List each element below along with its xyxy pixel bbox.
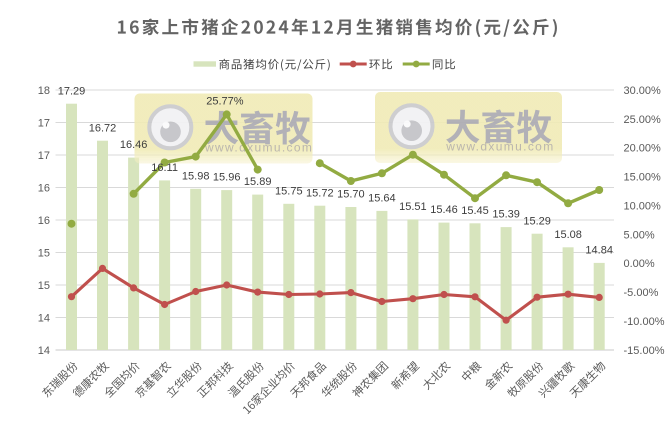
svg-text:15.96: 15.96 [213, 172, 241, 184]
svg-text:5.00%: 5.00% [624, 229, 655, 241]
svg-text:15.89: 15.89 [244, 176, 272, 188]
svg-text:15.45: 15.45 [461, 205, 489, 217]
svg-text:-15.00%: -15.00% [624, 345, 665, 357]
svg-text:16.46: 16.46 [120, 139, 148, 151]
svg-text:10.00%: 10.00% [624, 201, 662, 213]
svg-text:14.84: 14.84 [585, 245, 613, 257]
svg-text:15.29: 15.29 [523, 215, 551, 227]
svg-text:15.64: 15.64 [368, 193, 396, 205]
svg-text:14: 14 [38, 345, 50, 357]
svg-text:17.29: 17.29 [58, 85, 86, 97]
svg-text:16.72: 16.72 [89, 122, 117, 134]
svg-text:-5.00%: -5.00% [624, 287, 659, 299]
svg-text:15.72: 15.72 [306, 187, 334, 199]
svg-text:16: 16 [38, 182, 50, 194]
svg-text:17: 17 [38, 117, 50, 129]
svg-text:15.75: 15.75 [275, 185, 303, 197]
svg-text:18: 18 [38, 85, 50, 97]
svg-text:www.dxumu.com: www.dxumu.com [445, 139, 554, 153]
svg-text:16.11: 16.11 [151, 162, 178, 174]
svg-text:www.dxumu.com: www.dxumu.com [204, 141, 313, 155]
svg-text:30.00%: 30.00% [624, 85, 662, 97]
svg-text:15: 15 [38, 280, 50, 292]
svg-text:15.98: 15.98 [182, 170, 210, 182]
svg-text:15.39: 15.39 [492, 209, 520, 221]
svg-text:25.77%: 25.77% [206, 95, 244, 107]
svg-text:20.00%: 20.00% [624, 143, 662, 155]
svg-text:15: 15 [38, 247, 50, 259]
svg-text:17: 17 [38, 150, 50, 162]
svg-text:15.70: 15.70 [337, 189, 365, 201]
svg-text:16: 16 [38, 215, 50, 227]
svg-text:-10.00%: -10.00% [624, 316, 665, 328]
svg-text:15.46: 15.46 [430, 204, 458, 216]
svg-text:0.00%: 0.00% [624, 258, 655, 270]
svg-text:15.08: 15.08 [554, 229, 582, 241]
svg-text:15.00%: 15.00% [624, 172, 662, 184]
svg-text:25.00%: 25.00% [624, 114, 662, 126]
svg-text:15.51: 15.51 [399, 201, 427, 213]
svg-text:14: 14 [38, 312, 50, 324]
